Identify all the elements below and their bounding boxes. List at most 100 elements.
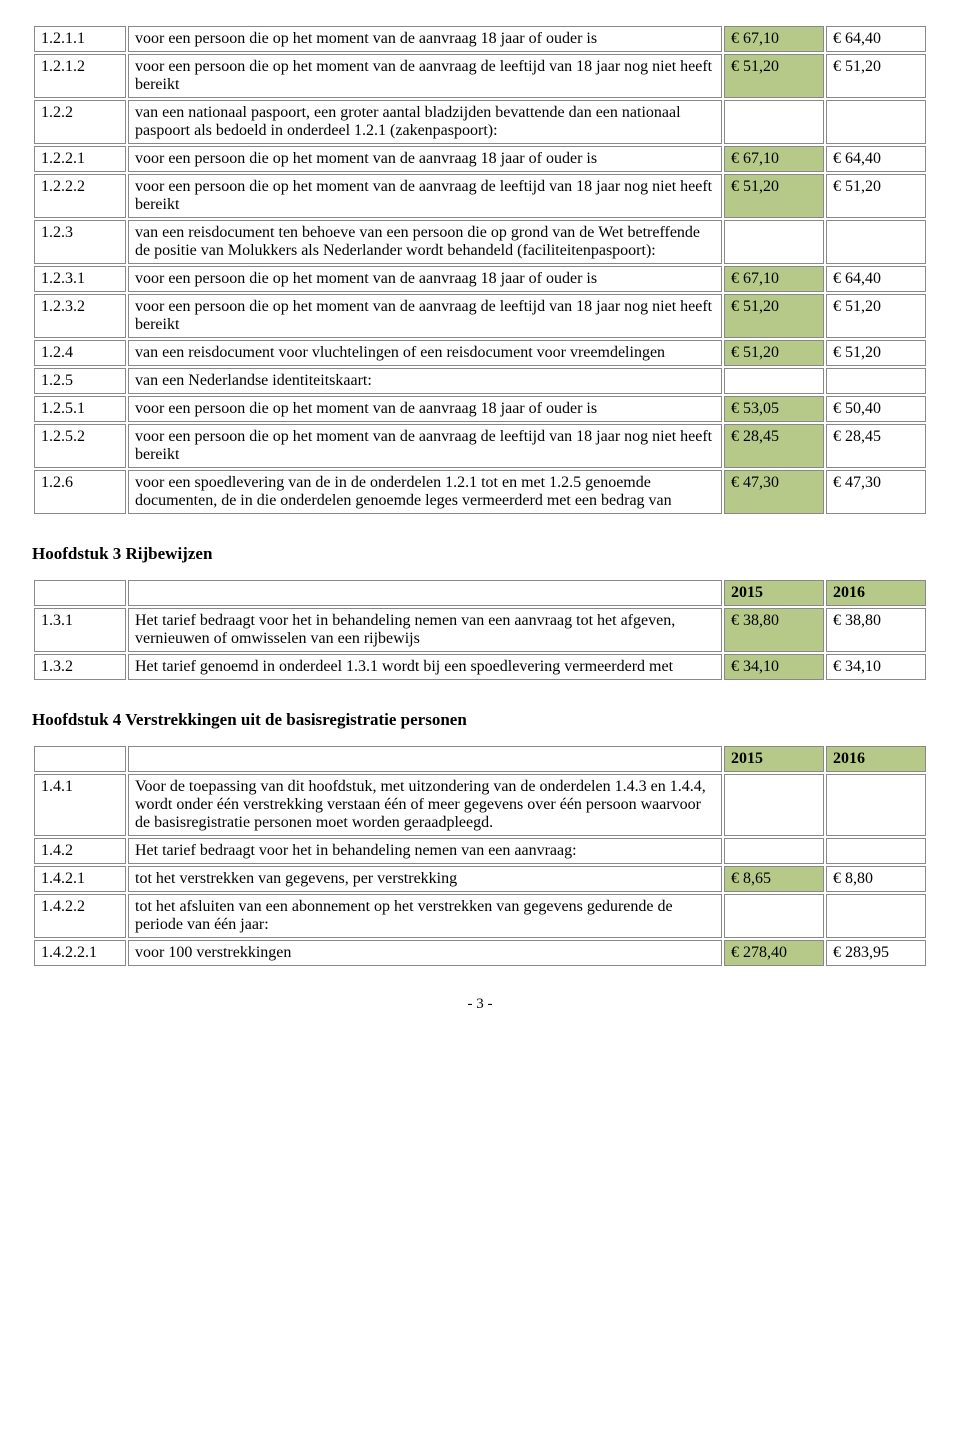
header-year-1: 2015 xyxy=(724,580,824,606)
table-row: 1.2.3van een reisdocument ten behoeve va… xyxy=(34,220,926,264)
row-amount-2016: € 8,80 xyxy=(826,866,926,892)
table-row: 1.2.1.1voor een persoon die op het momen… xyxy=(34,26,926,52)
row-code: 1.4.2.2.1 xyxy=(34,940,126,966)
row-amount-2015 xyxy=(724,838,824,864)
table-row: 1.2.1.2voor een persoon die op het momen… xyxy=(34,54,926,98)
row-code: 1.2.2.2 xyxy=(34,174,126,218)
row-description: tot het verstrekken van gegevens, per ve… xyxy=(128,866,722,892)
row-description: voor een persoon die op het moment van d… xyxy=(128,396,722,422)
row-code: 1.3.1 xyxy=(34,608,126,652)
table-row: 1.2.2.1voor een persoon die op het momen… xyxy=(34,146,926,172)
row-amount-2015 xyxy=(724,774,824,836)
row-amount-2015: € 28,45 xyxy=(724,424,824,468)
row-amount-2015: € 34,10 xyxy=(724,654,824,680)
row-amount-2016: € 51,20 xyxy=(826,174,926,218)
row-code: 1.4.2.2 xyxy=(34,894,126,938)
row-amount-2016: € 28,45 xyxy=(826,424,926,468)
header-year-2: 2016 xyxy=(826,746,926,772)
row-amount-2015: € 8,65 xyxy=(724,866,824,892)
row-amount-2016: € 34,10 xyxy=(826,654,926,680)
row-amount-2016 xyxy=(826,100,926,144)
row-code: 1.4.1 xyxy=(34,774,126,836)
row-amount-2015: € 67,10 xyxy=(724,26,824,52)
row-description: Het tarief genoemd in onderdeel 1.3.1 wo… xyxy=(128,654,722,680)
row-code: 1.2.5.2 xyxy=(34,424,126,468)
table-row: 1.3.1Het tarief bedraagt voor het in beh… xyxy=(34,608,926,652)
row-description: Het tarief bedraagt voor het in behandel… xyxy=(128,608,722,652)
row-description: van een Nederlandse identiteitskaart: xyxy=(128,368,722,394)
row-description: voor een spoedlevering van de in de onde… xyxy=(128,470,722,514)
row-code: 1.2.2.1 xyxy=(34,146,126,172)
header-year-1: 2015 xyxy=(724,746,824,772)
table-row: 1.2.2.2voor een persoon die op het momen… xyxy=(34,174,926,218)
row-code: 1.2.1.1 xyxy=(34,26,126,52)
row-description: voor een persoon die op het moment van d… xyxy=(128,26,722,52)
table-row: 1.2.3.2voor een persoon die op het momen… xyxy=(34,294,926,338)
row-description: van een reisdocument voor vluchtelingen … xyxy=(128,340,722,366)
row-description: voor een persoon die op het moment van d… xyxy=(128,294,722,338)
row-amount-2016: € 50,40 xyxy=(826,396,926,422)
fees-table-3: 201520161.4.1Voor de toepassing van dit … xyxy=(32,744,928,968)
fees-table-1: 1.2.1.1voor een persoon die op het momen… xyxy=(32,24,928,516)
row-amount-2015: € 67,10 xyxy=(724,146,824,172)
row-amount-2015: € 47,30 xyxy=(724,470,824,514)
row-amount-2016: € 38,80 xyxy=(826,608,926,652)
row-amount-2015: € 51,20 xyxy=(724,294,824,338)
table-row: 1.4.2.1tot het verstrekken van gegevens,… xyxy=(34,866,926,892)
page-number: - 3 - xyxy=(32,996,928,1013)
header-blank xyxy=(128,746,722,772)
row-amount-2015: € 67,10 xyxy=(724,266,824,292)
row-code: 1.3.2 xyxy=(34,654,126,680)
header-blank xyxy=(34,580,126,606)
row-amount-2015: € 53,05 xyxy=(724,396,824,422)
row-amount-2016: € 47,30 xyxy=(826,470,926,514)
chapter-3-heading: Hoofdstuk 3 Rijbewijzen xyxy=(32,544,928,564)
row-amount-2016: € 64,40 xyxy=(826,266,926,292)
row-code: 1.2.2 xyxy=(34,100,126,144)
table-row: 1.2.5.1voor een persoon die op het momen… xyxy=(34,396,926,422)
table-row: 1.4.1Voor de toepassing van dit hoofdstu… xyxy=(34,774,926,836)
row-amount-2016: € 64,40 xyxy=(826,26,926,52)
row-amount-2015: € 51,20 xyxy=(724,340,824,366)
row-code: 1.2.1.2 xyxy=(34,54,126,98)
table-row: 1.4.2.2.1voor 100 verstrekkingen€ 278,40… xyxy=(34,940,926,966)
fees-table-2: 201520161.3.1Het tarief bedraagt voor he… xyxy=(32,578,928,682)
row-code: 1.4.2.1 xyxy=(34,866,126,892)
row-code: 1.2.5 xyxy=(34,368,126,394)
row-amount-2016 xyxy=(826,838,926,864)
table-row: 1.2.6voor een spoedlevering van de in de… xyxy=(34,470,926,514)
row-description: Het tarief bedraagt voor het in behandel… xyxy=(128,838,722,864)
row-amount-2016 xyxy=(826,220,926,264)
table-header-row: 20152016 xyxy=(34,580,926,606)
row-amount-2015 xyxy=(724,368,824,394)
table-row: 1.4.2.2tot het afsluiten van een abonnem… xyxy=(34,894,926,938)
row-description: tot het afsluiten van een abonnement op … xyxy=(128,894,722,938)
row-amount-2016: € 283,95 xyxy=(826,940,926,966)
row-amount-2015: € 278,40 xyxy=(724,940,824,966)
row-description: voor een persoon die op het moment van d… xyxy=(128,146,722,172)
row-code: 1.2.4 xyxy=(34,340,126,366)
chapter-4-heading: Hoofdstuk 4 Verstrekkingen uit de basisr… xyxy=(32,710,928,730)
header-blank xyxy=(34,746,126,772)
row-code: 1.2.3.1 xyxy=(34,266,126,292)
row-amount-2016: € 51,20 xyxy=(826,54,926,98)
row-amount-2015 xyxy=(724,220,824,264)
table-row: 1.4.2Het tarief bedraagt voor het in beh… xyxy=(34,838,926,864)
row-amount-2015 xyxy=(724,894,824,938)
row-code: 1.2.5.1 xyxy=(34,396,126,422)
row-description: voor een persoon die op het moment van d… xyxy=(128,174,722,218)
header-year-2: 2016 xyxy=(826,580,926,606)
row-amount-2016: € 64,40 xyxy=(826,146,926,172)
table-row: 1.3.2Het tarief genoemd in onderdeel 1.3… xyxy=(34,654,926,680)
row-description: voor een persoon die op het moment van d… xyxy=(128,54,722,98)
table-header-row: 20152016 xyxy=(34,746,926,772)
row-amount-2016 xyxy=(826,774,926,836)
table-row: 1.2.2van een nationaal paspoort, een gro… xyxy=(34,100,926,144)
row-description: voor een persoon die op het moment van d… xyxy=(128,266,722,292)
table-row: 1.2.5.2voor een persoon die op het momen… xyxy=(34,424,926,468)
table-row: 1.2.4van een reisdocument voor vluchteli… xyxy=(34,340,926,366)
row-amount-2016: € 51,20 xyxy=(826,294,926,338)
row-amount-2015: € 38,80 xyxy=(724,608,824,652)
row-code: 1.2.3 xyxy=(34,220,126,264)
row-code: 1.4.2 xyxy=(34,838,126,864)
